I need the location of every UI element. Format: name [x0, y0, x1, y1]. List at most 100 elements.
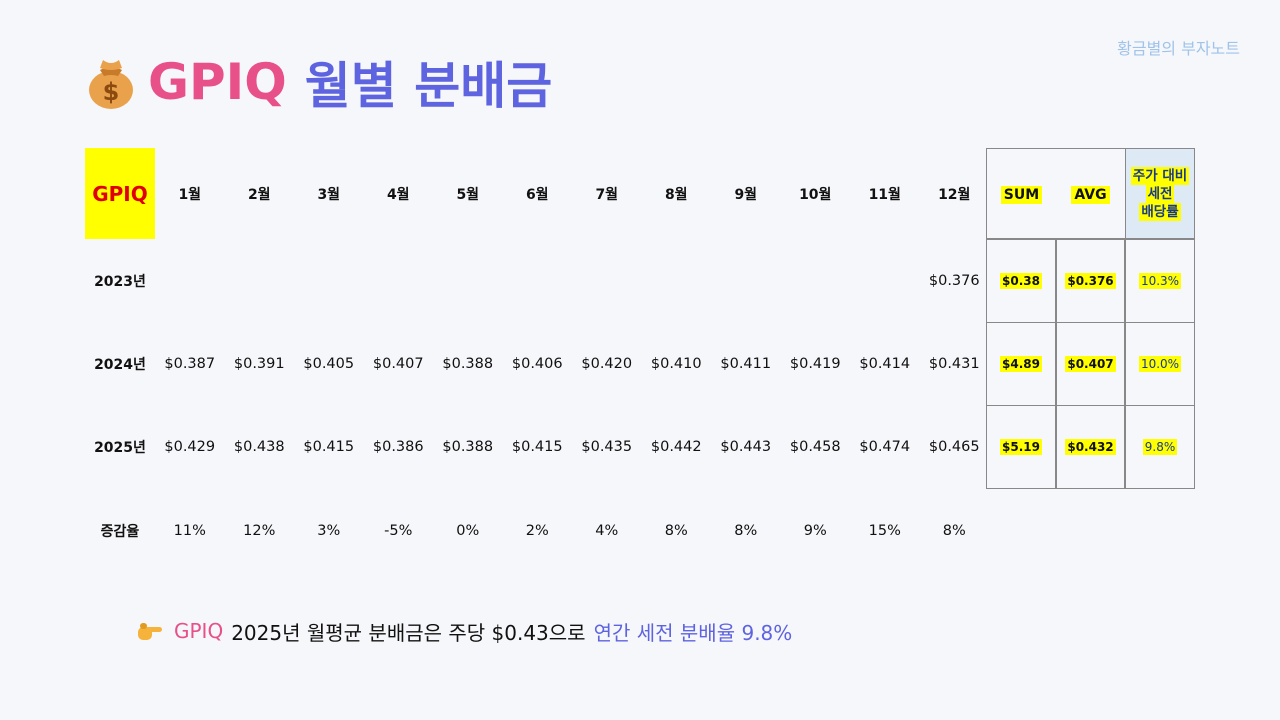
page-title: $ GPIQ 월별 분배금	[86, 48, 552, 116]
growth-cell: 8%	[664, 523, 688, 539]
growth-cell: 11%	[173, 523, 206, 539]
month-header: 5월	[456, 186, 480, 203]
table-cell: $0.458	[789, 438, 841, 455]
row-label: 2025년	[94, 439, 146, 456]
month-header: 7월	[595, 186, 619, 203]
yield-cell: 9.8%	[1125, 405, 1195, 489]
growth-cell: 8%	[734, 523, 758, 539]
svg-text:$: $	[103, 78, 120, 106]
growth-cell: 4%	[595, 523, 619, 539]
growth-cell: -5%	[384, 523, 413, 539]
table-cell: $0.391	[233, 355, 285, 372]
table-cell	[503, 239, 573, 322]
yield-value: 10.3%	[1138, 273, 1182, 289]
yield-value: 10.0%	[1138, 356, 1182, 372]
yield-cell: 10.3%	[1125, 239, 1195, 323]
yield-header-line: 배당률	[1139, 202, 1181, 221]
table-cell: $0.387	[164, 355, 216, 372]
money-bag-icon: $	[89, 60, 133, 109]
table-cell: $0.388	[442, 438, 494, 455]
table-cell: $0.419	[789, 355, 841, 372]
table-cell: $0.435	[581, 438, 633, 455]
avg-value: $0.432	[1065, 439, 1116, 455]
table-cell: $0.442	[650, 438, 702, 455]
growth-cell: 15%	[868, 523, 901, 539]
avg-value: $0.407	[1065, 356, 1116, 372]
avg-cell: $0.432	[1056, 405, 1125, 489]
month-header: 10월	[799, 186, 832, 203]
table-cell: $0.376	[928, 272, 980, 289]
growth-label: 증감율	[100, 524, 140, 540]
month-header: 1월	[178, 186, 202, 203]
sum-cell: $4.89	[986, 322, 1056, 406]
yield-header-line: 세전	[1145, 184, 1175, 203]
growth-cell: 2%	[525, 523, 549, 539]
table-cell	[850, 239, 920, 322]
avg-value: $0.376	[1065, 273, 1116, 289]
table-cell: $0.443	[720, 438, 772, 455]
yield-cell: 10.0%	[1125, 322, 1195, 406]
sum-value: $5.19	[1000, 439, 1042, 455]
table-cell: $0.386	[372, 438, 424, 455]
table-cell: $0.407	[372, 355, 424, 372]
avg-header-label: AVG	[1071, 186, 1110, 204]
table-cell	[364, 239, 434, 322]
title-code: GPIQ	[148, 53, 287, 111]
table-cell: $0.406	[511, 355, 563, 372]
sum-header-label: SUM	[1000, 186, 1043, 204]
table-cell	[155, 239, 225, 322]
month-header: 9월	[734, 186, 758, 203]
month-header: 11월	[868, 186, 901, 203]
table-cell: $0.415	[303, 438, 355, 455]
table-cell	[433, 239, 503, 322]
table-cell: $0.405	[303, 355, 355, 372]
sum-header: SUM AVG	[986, 148, 1126, 239]
growth-cell: 8%	[942, 523, 966, 539]
brand-label: 황금별의 부자노트	[1117, 39, 1240, 58]
title-text: 월별 분배금	[304, 57, 553, 115]
month-header: 8월	[664, 186, 688, 203]
sum-cell: $5.19	[986, 405, 1056, 489]
yield-value: 9.8%	[1142, 439, 1178, 455]
month-header: 3월	[317, 186, 341, 203]
growth-cell: 3%	[317, 523, 341, 539]
pointing-hand-icon	[138, 623, 162, 640]
footer-main-text: 2025년 월평균 분배금은 주당 $0.43으로	[231, 620, 586, 645]
avg-cell: $0.376	[1056, 239, 1125, 323]
month-header: 6월	[525, 186, 549, 203]
table-cell: $0.474	[859, 438, 911, 455]
footer-accent-text: 연간 세전 분배율 9.8%	[593, 620, 793, 645]
table-cell	[781, 239, 851, 322]
row-label: 2023년	[94, 273, 146, 290]
month-header: 12월	[938, 186, 971, 203]
table-cell	[294, 239, 364, 322]
table-corner-label: GPIQ	[85, 148, 155, 239]
table-cell: $0.388	[442, 355, 494, 372]
footer-summary: GPIQ 2025년 월평균 분배금은 주당 $0.43으로 연간 세전 분배율…	[136, 612, 792, 650]
avg-cell: $0.407	[1056, 322, 1125, 406]
footer-code: GPIQ	[174, 619, 224, 643]
sum-cell: $0.38	[986, 239, 1056, 323]
table-cell: $0.414	[859, 355, 911, 372]
table-cell	[711, 239, 781, 322]
table-cell	[572, 239, 642, 322]
month-header: 2월	[247, 186, 271, 203]
growth-cell: 0%	[456, 523, 480, 539]
table-cell	[225, 239, 295, 322]
sum-value: $4.89	[1000, 356, 1042, 372]
sum-value: $0.38	[1000, 273, 1042, 289]
month-header: 4월	[386, 186, 410, 203]
table-cell: $0.429	[164, 438, 216, 455]
table-cell: $0.438	[233, 438, 285, 455]
table-cell: $0.465	[928, 438, 980, 455]
table-cell: $0.431	[928, 355, 980, 372]
yield-header-line: 주가 대비	[1130, 166, 1190, 185]
growth-cell: 12%	[243, 523, 276, 539]
table-cell	[642, 239, 712, 322]
table-cell: $0.411	[720, 355, 772, 372]
growth-cell: 9%	[803, 523, 827, 539]
row-label: 2024년	[94, 356, 146, 373]
yield-header: 주가 대비 세전 배당률	[1125, 148, 1195, 239]
table-cell: $0.420	[581, 355, 633, 372]
table-cell: $0.410	[650, 355, 702, 372]
